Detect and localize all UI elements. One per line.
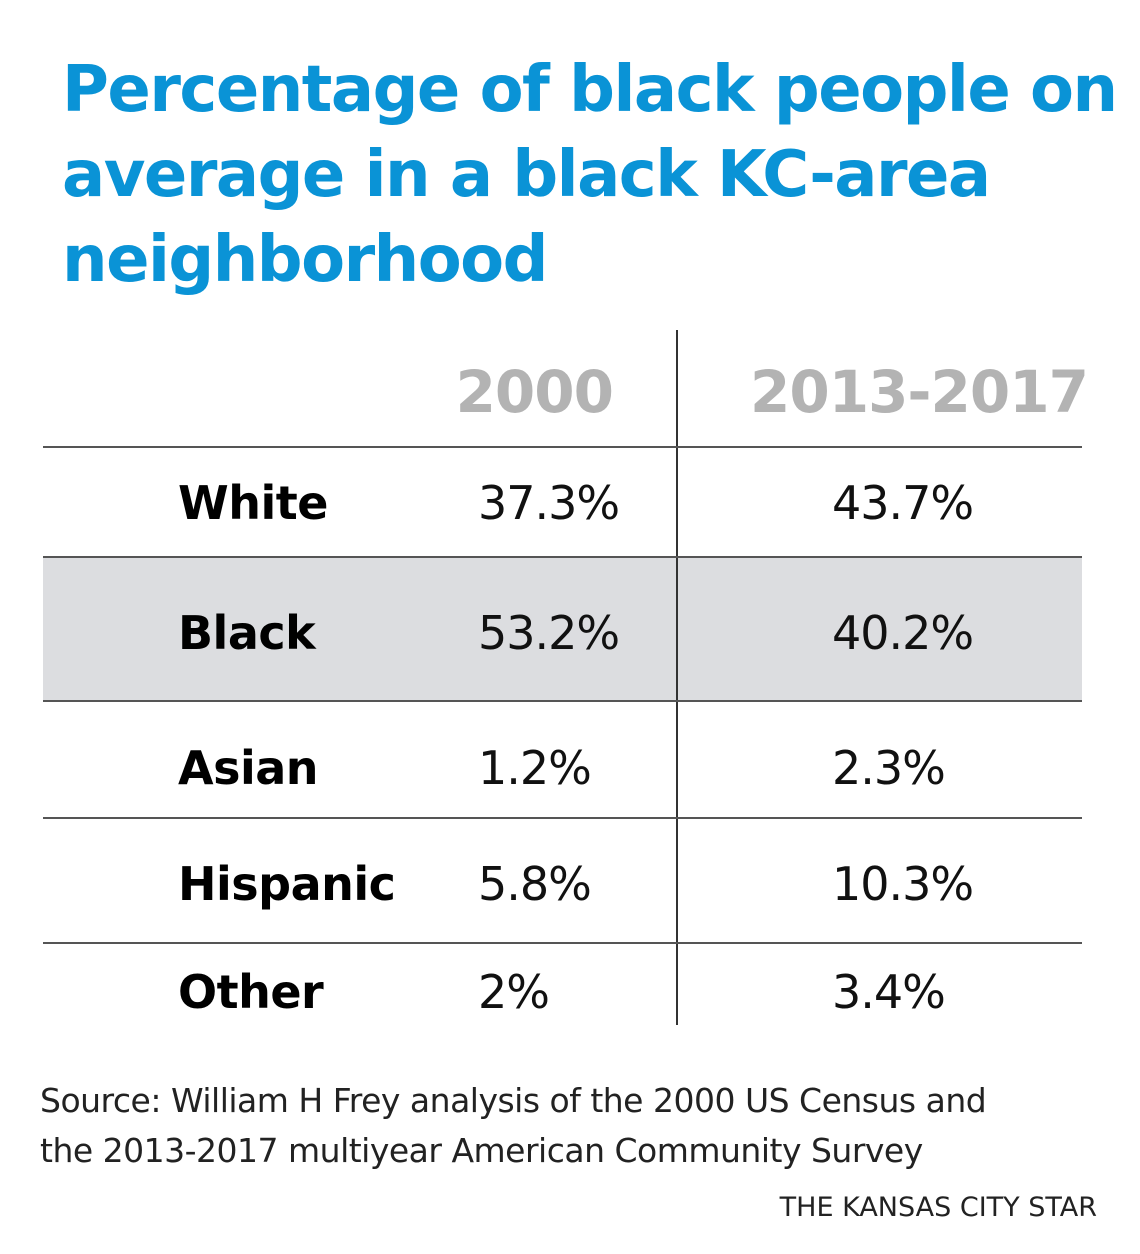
row-divider <box>43 446 1082 448</box>
row-divider <box>43 700 1082 702</box>
cell-2000: 37.3% <box>478 476 620 530</box>
source-line: the 2013-2017 multiyear American Communi… <box>40 1131 923 1170</box>
cell-2013-2017: 3.4% <box>832 965 946 1019</box>
highlighted-row-background <box>43 558 1082 701</box>
row-divider <box>43 556 1082 558</box>
row-label: Other <box>178 965 324 1019</box>
cell-2000: 1.2% <box>478 741 592 795</box>
cell-2013-2017: 10.3% <box>832 857 974 911</box>
chart-title: Percentage of black people on average in… <box>62 53 1118 297</box>
column-header-2000: 2000 <box>455 358 614 426</box>
cell-2000: 53.2% <box>478 606 620 660</box>
cell-2013-2017: 43.7% <box>832 476 974 530</box>
source-note: Source: William H Frey analysis of the 2… <box>40 1076 987 1176</box>
column-header-2013-2017: 2013-2017 <box>750 358 1089 426</box>
cell-2000: 5.8% <box>478 857 592 911</box>
row-label: Black <box>178 606 316 660</box>
cell-2013-2017: 2.3% <box>832 741 946 795</box>
cell-2000: 2% <box>478 965 550 1019</box>
column-divider <box>676 330 678 1025</box>
source-line: Source: William H Frey analysis of the 2… <box>40 1081 987 1120</box>
row-divider <box>43 942 1082 944</box>
publisher-credit: THE KANSAS CITY STAR <box>779 1192 1097 1223</box>
row-label: Hispanic <box>178 857 396 911</box>
row-label: Asian <box>178 741 319 795</box>
row-label: White <box>178 476 328 530</box>
row-divider <box>43 817 1082 819</box>
cell-2013-2017: 40.2% <box>832 606 974 660</box>
